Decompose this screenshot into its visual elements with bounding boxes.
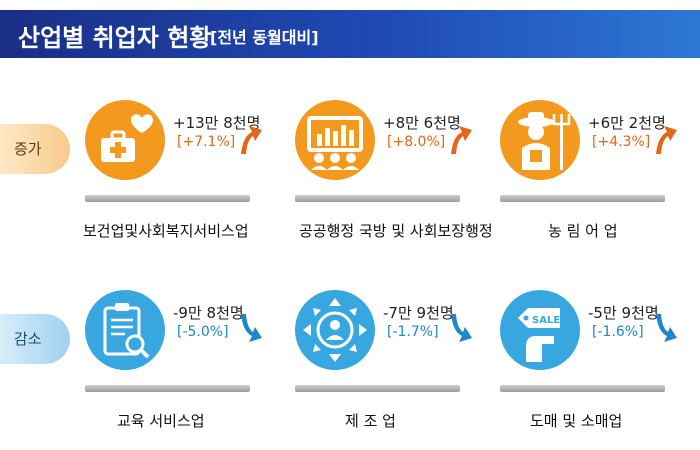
divider	[295, 385, 460, 392]
industry-card-education: -9만 8천명 [-5.0%] 교육 서비스업	[85, 290, 275, 430]
change-value: +8만 6천명	[383, 114, 461, 132]
industry-card-retail: SALE -5만 9천명 [-1.6%] 도매 및 소매업	[500, 290, 690, 430]
industry-label: 도매 및 소매업	[530, 412, 623, 430]
industry-label: 공공행정 국방 및 사회보장행정	[299, 222, 493, 240]
sale-tag-hand-icon: SALE	[500, 290, 580, 370]
arrow-down-icon	[656, 314, 677, 342]
industry-label: 교육 서비스업	[117, 412, 205, 430]
change-value: +13만 8천명	[173, 114, 261, 132]
divider	[295, 195, 460, 202]
change-value: -5만 9천명	[588, 304, 659, 322]
decrease-tab-label: 감소	[14, 330, 42, 348]
change-percent: [+4.3%]	[592, 134, 651, 150]
gear-person-arrows-icon	[295, 290, 375, 370]
page-title: 산업별 취업자 현황	[18, 24, 212, 52]
page-subtitle: [전년 동월대비]	[210, 28, 319, 47]
industry-card-health: +13만 8천명 [+7.1%] 보건업및사회복지서비스업	[83, 100, 275, 240]
farmer-pitchfork-icon	[500, 100, 580, 180]
decrease-tab: 감소	[0, 314, 70, 364]
sale-tag-text: SALE	[532, 315, 560, 326]
change-percent: [+8.0%]	[387, 134, 446, 150]
divider	[85, 195, 250, 202]
change-percent: [+7.1%]	[177, 134, 236, 150]
industry-card-public-admin: +8만 6천명 [+8.0%] 공공행정 국방 및 사회보장행정	[295, 100, 493, 240]
divider	[500, 385, 665, 392]
header-banner: 산업별 취업자 현황 [전년 동월대비]	[0, 10, 700, 58]
industry-label: 농 림 어 업	[548, 222, 618, 240]
industry-card-agriculture: +6만 2천명 [+4.3%] 농 림 어 업	[500, 100, 690, 240]
industry-label: 보건업및사회복지서비스업	[83, 222, 249, 240]
change-value: -7만 9천명	[383, 304, 454, 322]
arrow-up-icon	[451, 126, 472, 154]
divider	[85, 385, 250, 392]
change-value: +6만 2천명	[588, 114, 666, 132]
industry-card-manufacturing: -7만 9천명 [-1.7%] 제 조 업	[295, 290, 485, 430]
change-percent: [-5.0%]	[177, 324, 229, 340]
arrow-up-icon	[656, 126, 677, 154]
increase-tab-label: 증가	[14, 140, 42, 158]
arrow-up-icon	[241, 126, 262, 154]
divider	[500, 195, 665, 202]
change-percent: [-1.7%]	[387, 324, 439, 340]
arrow-down-icon	[451, 314, 472, 342]
clipboard-magnifier-icon	[85, 290, 165, 370]
presentation-board-people-icon	[295, 100, 375, 180]
increase-tab: 증가	[0, 124, 70, 174]
industry-label: 제 조 업	[345, 412, 396, 430]
arrow-down-icon	[241, 314, 262, 342]
change-value: -9만 8천명	[173, 304, 244, 322]
medical-kit-heart-icon	[85, 100, 165, 180]
change-percent: [-1.6%]	[592, 324, 644, 340]
